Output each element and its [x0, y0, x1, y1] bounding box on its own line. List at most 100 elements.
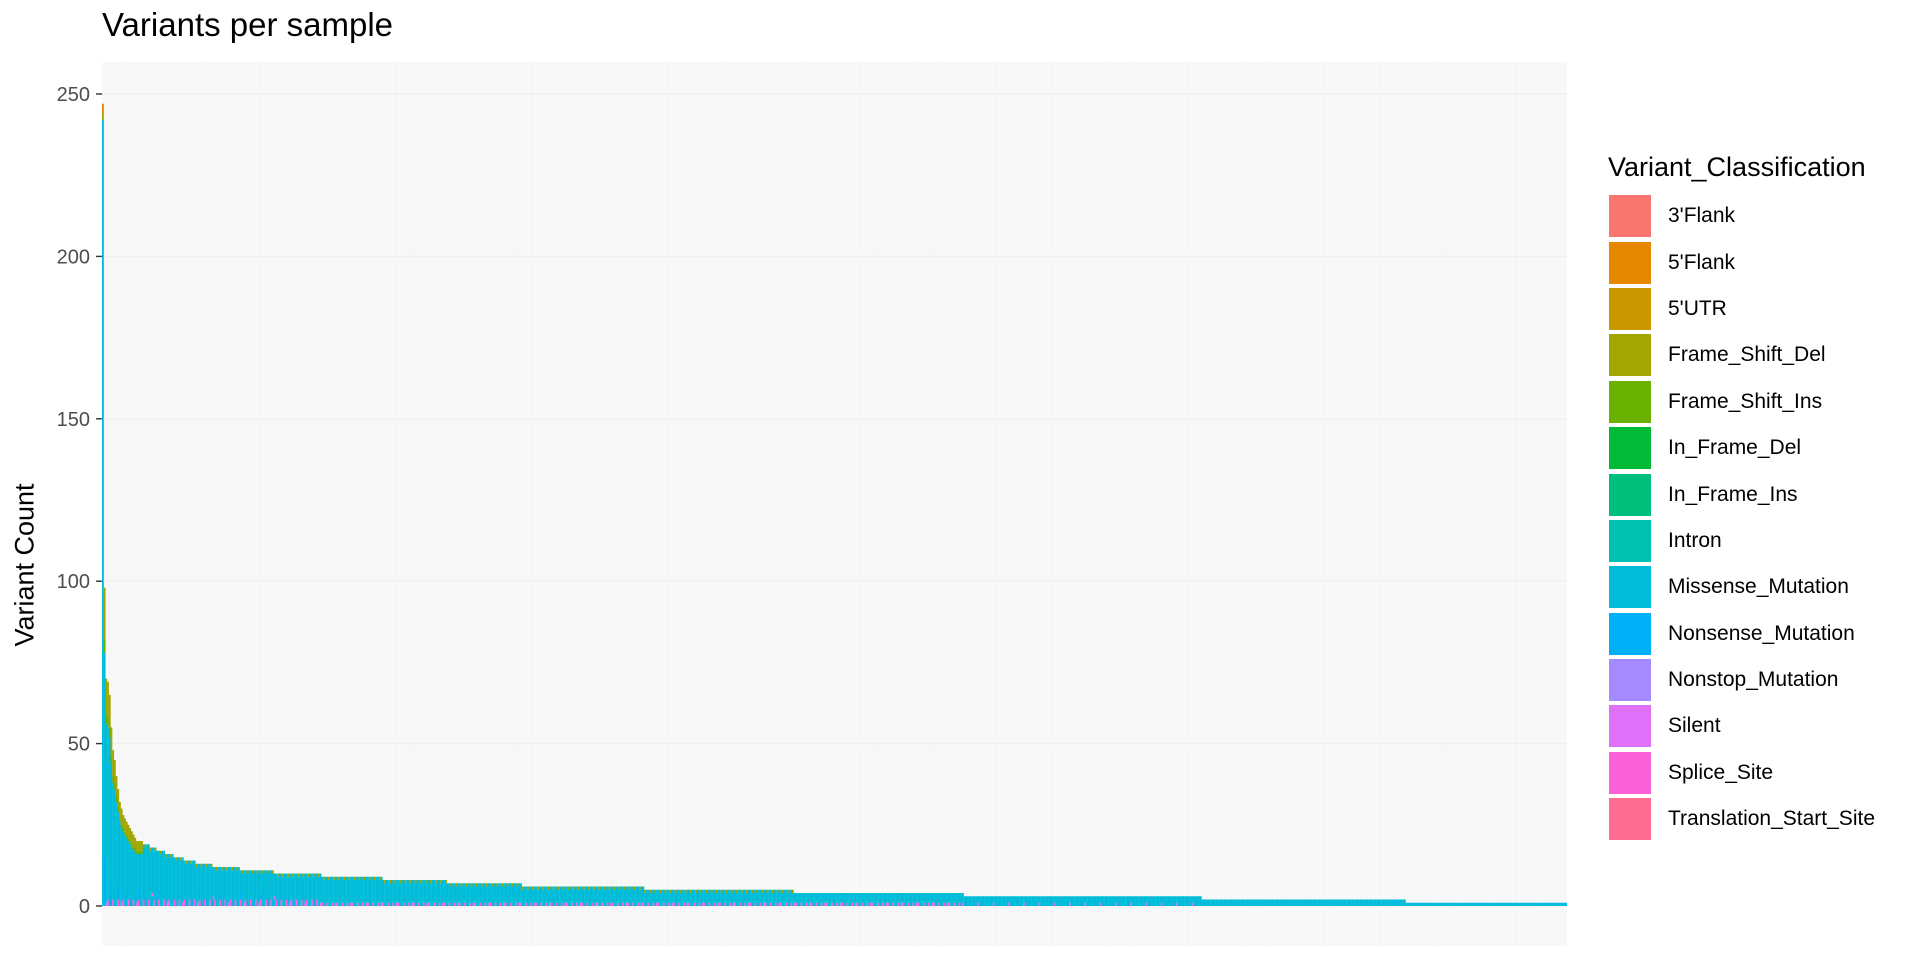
- bar-segment-missense-mutation: [1301, 899, 1304, 906]
- bar-segment-missense-mutation: [1492, 902, 1495, 906]
- bar-segment-missense-mutation: [231, 870, 234, 906]
- bar-segment-missense-mutation: [645, 889, 648, 906]
- bar-segment-missense-mutation: [192, 860, 194, 900]
- bar-segment-frame-shift-del: [159, 850, 162, 855]
- bar-segment-silent: [120, 902, 123, 906]
- bar-segment-missense-mutation: [664, 893, 667, 906]
- bar-segment-splice-site: [336, 902, 339, 906]
- bar-segment-missense-mutation: [781, 893, 784, 906]
- bar-segment-missense-mutation: [873, 893, 876, 906]
- bar-segment-splice-site: [652, 902, 655, 906]
- bar-segment-missense-mutation: [1298, 899, 1301, 906]
- bar-segment-missense-mutation: [124, 834, 126, 894]
- bar-segment-missense-mutation: [599, 886, 602, 906]
- bar-segment-missense-mutation: [414, 883, 417, 906]
- bar-segment-missense-mutation: [1087, 896, 1090, 906]
- bar-segment-splice-site: [657, 902, 660, 906]
- bar-segment-frame-shift-ins: [120, 824, 123, 829]
- bar-segment-missense-mutation: [627, 886, 630, 903]
- bar-segment-missense-mutation: [1053, 896, 1056, 903]
- bar-segment-nonsense-mutation: [137, 889, 140, 900]
- bar-segment-missense-mutation: [1499, 902, 1501, 906]
- bar-segment-missense-mutation: [392, 880, 395, 903]
- chart-title: Variants per sample: [102, 6, 394, 43]
- legend-label: In_Frame_Ins: [1668, 482, 1798, 506]
- legend-swatch: [1608, 472, 1652, 517]
- bar-segment-silent: [564, 902, 567, 906]
- bar-segment-silent: [334, 902, 337, 906]
- bar-segment-missense-mutation: [1487, 902, 1489, 906]
- bar-segment-splice-site: [927, 902, 930, 906]
- bar-segment-frame-shift-del: [735, 889, 738, 894]
- bar-segment-missense-mutation: [1291, 899, 1294, 906]
- bar-segment-silent: [533, 902, 536, 906]
- bar-segment-missense-mutation: [1431, 902, 1433, 906]
- bar-segment-frame-shift-del: [679, 889, 682, 894]
- bar-segment-splice-site: [851, 902, 854, 906]
- bar-segment-missense-mutation: [883, 893, 886, 906]
- bar-segment-splice-site: [887, 902, 890, 906]
- bar-segment-frame-shift-ins: [122, 828, 125, 832]
- bar-segment-frame-shift-ins: [115, 795, 118, 803]
- bar-segment-missense-mutation: [639, 889, 641, 906]
- bar-segment-missense-mutation: [849, 893, 852, 906]
- bar-segment-missense-mutation: [423, 880, 426, 903]
- bar-segment-missense-mutation: [1337, 899, 1340, 906]
- bar-segment-silent: [870, 902, 873, 906]
- bar-segment-missense-mutation: [1167, 896, 1170, 906]
- bar-segment-missense-mutation: [943, 893, 946, 903]
- bar-segment-missense-mutation: [345, 876, 347, 906]
- bar-segment-missense-mutation: [297, 876, 300, 906]
- bar-segment-missense-mutation: [842, 893, 845, 906]
- bar-segment-splice-site: [520, 902, 522, 906]
- bar-segment-splice-site: [367, 902, 369, 906]
- bar-segment-missense-mutation: [112, 782, 115, 900]
- bar-segment-missense-mutation: [1235, 899, 1238, 906]
- bar-segment-missense-mutation: [1451, 902, 1454, 906]
- legend-label: 5'Flank: [1668, 250, 1736, 274]
- bar-segment-splice-site: [611, 902, 614, 906]
- bar-segment-frame-shift-del: [654, 889, 657, 894]
- bar-segment-splice-site: [509, 902, 512, 906]
- bar-segment-frame-shift-del: [231, 867, 234, 871]
- bar-segment-splice-site: [535, 902, 538, 906]
- bar-segment-splice-site: [530, 902, 533, 906]
- bar-segment-missense-mutation: [905, 893, 908, 906]
- bar-segment-missense-mutation: [917, 893, 920, 903]
- bar-segment-missense-mutation: [1238, 899, 1241, 906]
- bar-segment-missense-mutation: [1123, 896, 1126, 906]
- legend-label: Intron: [1668, 528, 1722, 552]
- bar-segment-missense-mutation: [1082, 896, 1085, 906]
- bar-segment-silent: [916, 902, 918, 906]
- legend-label: Frame_Shift_Ins: [1668, 389, 1823, 413]
- bar-segment-splice-site: [285, 899, 288, 906]
- bar-segment-missense-mutation: [730, 893, 733, 906]
- bar-segment-silent: [457, 902, 460, 906]
- bar-segment-nonsense-mutation: [198, 893, 201, 900]
- bar-segment-missense-mutation: [567, 889, 570, 906]
- bar-segment-missense-mutation: [649, 893, 652, 906]
- bar-segment-missense-mutation: [533, 886, 536, 903]
- bar-segment-missense-mutation: [635, 886, 638, 906]
- bar-segment-missense-mutation: [535, 886, 538, 903]
- bar-segment-nonsense-mutation: [124, 893, 126, 906]
- bar-segment-frame-shift-del: [710, 889, 713, 894]
- bar-segment-splice-site: [525, 902, 528, 906]
- bar-segment-missense-mutation: [316, 873, 318, 900]
- bar-segment-missense-mutation: [1349, 899, 1352, 906]
- bar-segment-missense-mutation: [309, 873, 312, 906]
- bar-segment-splice-site: [188, 899, 191, 906]
- bar-segment-nonsense-mutation: [178, 893, 181, 900]
- bar-segment-missense-mutation: [283, 873, 286, 906]
- bar-segment-silent: [1069, 902, 1071, 906]
- bar-segment-missense-mutation: [1478, 902, 1481, 906]
- bar-segment-missense-mutation: [292, 876, 295, 906]
- bar-segment-missense-mutation: [1043, 896, 1046, 906]
- bar-segment-silent: [166, 902, 169, 906]
- bar-segment-missense-mutation: [159, 854, 162, 906]
- bar-segment-missense-mutation: [1029, 896, 1032, 906]
- bar-segment-missense-mutation: [1220, 899, 1223, 906]
- bar-segment-missense-mutation: [474, 883, 477, 903]
- bar-segment-missense-mutation: [931, 893, 934, 903]
- legend-item: Nonstop_Mutation: [1608, 657, 1875, 703]
